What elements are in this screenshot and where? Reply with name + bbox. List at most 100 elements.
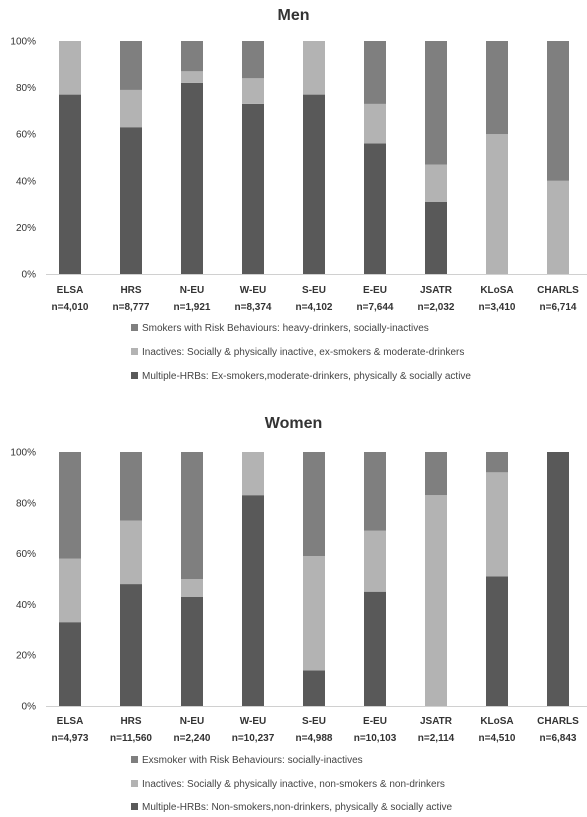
chart-2-bar-hrs-segment-3 [120, 452, 142, 521]
chart-2-bar-e-eu-segment-1 [364, 591, 386, 706]
chart-2-bar-hrs-segment-1 [120, 584, 142, 706]
chart-1-bar-w-eu-segment-1 [242, 103, 264, 274]
chart-2-bar-elsa-segment-3 [59, 452, 81, 559]
chart-2-bar-n-eu-segment-1 [181, 596, 203, 706]
chart-1-bar-elsa-segment-1 [59, 94, 81, 274]
chart-2-bar-e-eu-segment-3 [364, 452, 386, 531]
chart-2-bar-n-eu-segment-3 [181, 452, 203, 579]
chart-1-bar-hrs-segment-3 [120, 41, 142, 90]
chart-2-bar-s-eu-segment-3 [303, 452, 325, 557]
chart-2-bar-n-eu-segment-2 [181, 579, 203, 597]
chart-1-category-label: S-EU [302, 285, 326, 296]
chart-1-legend-swatch [131, 348, 138, 355]
chart-2-bar-s-eu-segment-2 [303, 556, 325, 671]
chart-2-sample-size-label: n=10,103 [354, 733, 397, 744]
chart-1-bar-klosa-segment-3 [486, 41, 508, 135]
chart-2-title: Women [265, 415, 322, 432]
chart-2-legend-label: Multiple-HRBs: Non-smokers,non-drinkers,… [142, 802, 453, 813]
chart-1-sample-size-label: n=6,714 [540, 302, 577, 313]
chart-1-bar-hrs-segment-1 [120, 127, 142, 275]
chart-2-y-tick-label: 100% [10, 448, 36, 459]
chart-1-legend-swatch [131, 372, 138, 379]
chart-1-category-label: HRS [120, 285, 141, 296]
chart-2-bar-e-eu-segment-2 [364, 530, 386, 592]
chart-1-bar-jsatr-segment-3 [425, 41, 447, 165]
chart-1-legend-swatch [131, 324, 138, 331]
chart-2-sample-size-label: n=2,240 [174, 733, 211, 744]
chart-2-sample-size-label: n=10,237 [232, 733, 275, 744]
chart-2-bar-w-eu-segment-2 [242, 452, 264, 496]
chart-1-y-tick-label: 0% [22, 270, 37, 281]
chart-1-category-label: JSATR [420, 285, 453, 296]
chart-2-y-tick-label: 40% [16, 600, 36, 611]
chart-1-bar-e-eu-segment-2 [364, 103, 386, 144]
chart-1-sample-size-label: n=1,921 [174, 302, 211, 313]
chart-1-bar-hrs-segment-2 [120, 89, 142, 128]
chart-2-sample-size-label: n=11,560 [110, 733, 152, 744]
chart-1-sample-size-label: n=4,010 [52, 302, 89, 313]
chart-2-y-tick-label: 20% [16, 651, 36, 662]
chart-2-sample-size-label: n=2,114 [418, 733, 455, 744]
chart-2-sample-size-label: n=6,843 [540, 733, 577, 744]
chart-2-category-label: S-EU [302, 716, 326, 727]
chart-2-bar-jsatr-segment-3 [425, 452, 447, 496]
chart-1-legend-label: Smokers with Risk Behaviours: heavy-drin… [142, 323, 429, 334]
chart-2-legend-swatch [131, 780, 138, 787]
chart-1-bar-e-eu-segment-1 [364, 143, 386, 274]
chart-2-legend-label: Inactives: Socially & physically inactiv… [142, 779, 445, 790]
chart-1-category-label: ELSA [57, 285, 84, 296]
chart-2-category-label: JSATR [420, 716, 453, 727]
chart-2-bar-jsatr-segment-2 [425, 495, 447, 706]
chart-1-bar-jsatr-segment-2 [425, 164, 447, 202]
chart-1-y-tick-label: 100% [10, 37, 36, 48]
chart-2-bar-klosa-segment-2 [486, 472, 508, 577]
chart-1-bar-n-eu-segment-2 [181, 71, 203, 83]
chart-1-bar-jsatr-segment-1 [425, 201, 447, 274]
chart-1-sample-size-label: n=7,644 [357, 302, 394, 313]
chart-1-bar-w-eu-segment-2 [242, 78, 264, 104]
chart-2-bar-w-eu-segment-1 [242, 495, 264, 706]
chart-1-title: Men [278, 7, 310, 24]
chart-1-bar-elsa-segment-2 [59, 41, 81, 95]
chart-2-bar-klosa-segment-3 [486, 452, 508, 473]
chart-2-y-tick-label: 80% [16, 498, 36, 509]
chart-2-bar-elsa-segment-1 [59, 622, 81, 706]
chart-2-bar-klosa-segment-1 [486, 576, 508, 706]
chart-2-category-label: ELSA [57, 716, 84, 727]
chart-2-bar-charls-segment-1 [547, 452, 569, 706]
chart-2-category-label: HRS [120, 716, 141, 727]
chart-2-category-label: KLoSA [480, 716, 513, 727]
chart-1-y-tick-label: 20% [16, 223, 36, 234]
chart-2-category-label: W-EU [240, 716, 266, 727]
chart-2-bar-s-eu-segment-1 [303, 670, 325, 706]
chart-2-category-label: N-EU [180, 716, 204, 727]
chart-2-sample-size-label: n=4,973 [52, 733, 89, 744]
chart-1-bar-klosa-segment-2 [486, 134, 508, 274]
chart-1-bar-e-eu-segment-3 [364, 41, 386, 104]
chart-1-y-tick-label: 80% [16, 83, 36, 94]
chart-1-y-tick-label: 40% [16, 176, 36, 187]
chart-1-category-label: KLoSA [480, 285, 513, 296]
chart-2-sample-size-label: n=4,510 [479, 733, 516, 744]
chart-2-y-tick-label: 0% [22, 702, 37, 713]
chart-2-bar-hrs-segment-2 [120, 520, 142, 585]
chart-1-bar-n-eu-segment-3 [181, 41, 203, 72]
chart-1-sample-size-label: n=8,374 [235, 302, 272, 313]
chart-1-bar-charls-segment-3 [547, 41, 569, 181]
chart-1-legend-label: Inactives: Socially & physically inactiv… [142, 347, 464, 358]
chart-1-bar-s-eu-segment-2 [303, 41, 325, 95]
chart-1-bar-charls-segment-2 [547, 180, 569, 274]
chart-1-category-label: N-EU [180, 285, 204, 296]
chart-1-bar-n-eu-segment-1 [181, 82, 203, 274]
chart-1-bar-w-eu-segment-3 [242, 41, 264, 79]
chart-1-sample-size-label: n=8,777 [113, 302, 150, 313]
chart-1-legend-label: Multiple-HRBs: Ex-smokers,moderate-drink… [142, 371, 471, 382]
chart-2-category-label: CHARLS [537, 716, 579, 727]
chart-1-category-label: E-EU [363, 285, 387, 296]
chart-1-category-label: W-EU [240, 285, 266, 296]
chart-1-y-tick-label: 60% [16, 130, 36, 141]
chart-2-sample-size-label: n=4,988 [296, 733, 333, 744]
chart-1-bar-s-eu-segment-1 [303, 94, 325, 274]
